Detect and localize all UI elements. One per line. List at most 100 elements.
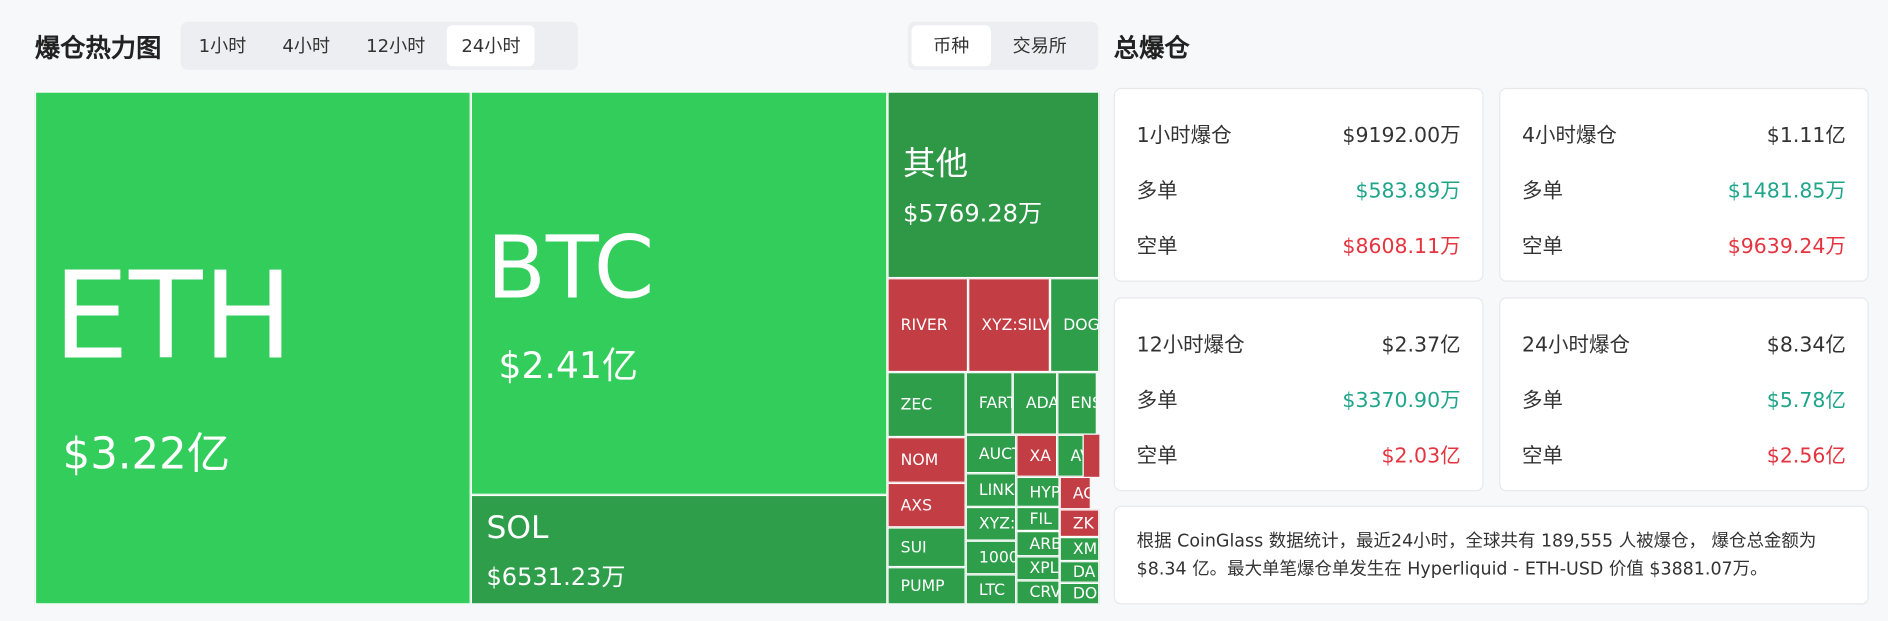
treemap-tile[interactable]: ZEC	[887, 372, 966, 438]
tile-label: 其他	[903, 145, 969, 183]
treemap-tile[interactable]: XPL	[1016, 556, 1060, 581]
treemap-tile[interactable]: XM	[1059, 537, 1100, 562]
tile-label: XYZ:SILV	[981, 316, 1050, 335]
card-row: 24小时爆仓 $8.34亿	[1522, 328, 1846, 358]
treemap-tile[interactable]: FIL	[1016, 506, 1060, 532]
treemap-tile[interactable]: AC	[1059, 476, 1091, 510]
tile-label: XYZ:	[978, 515, 1016, 534]
group-tab[interactable]: 币种	[911, 25, 991, 67]
row-label: 多单	[1521, 179, 1563, 204]
treemap-tile[interactable]: SOL $6531.23万	[470, 494, 888, 605]
treemap-tile[interactable]: CRV	[1016, 580, 1060, 605]
treemap-tile[interactable]: LINK	[965, 473, 1017, 507]
row-label: 1小时爆仓	[1136, 124, 1232, 149]
tile-label: ZK	[1072, 514, 1094, 534]
row-value: $5.78亿	[1766, 388, 1846, 414]
tile-label: ENS	[1070, 395, 1095, 414]
tile-label: SUI	[900, 539, 927, 558]
row-value: $8.34亿	[1766, 333, 1846, 358]
card-row: 多单 $583.89万	[1137, 173, 1461, 203]
tile-label: AC	[1072, 484, 1090, 503]
treemap-tile[interactable]: SUI	[887, 527, 966, 568]
treemap-tile[interactable]: 1000	[965, 540, 1017, 575]
page-title: 爆仓热力图	[34, 33, 162, 63]
treemap-tile[interactable]: DO	[1059, 582, 1100, 605]
row-value: $9639.24万	[1727, 234, 1846, 259]
treemap-tile[interactable]: ADA	[1012, 372, 1058, 435]
treemap-tile[interactable]: XA	[1016, 434, 1058, 477]
tile-label: LTC	[978, 581, 1006, 600]
row-label: 12小时爆仓	[1136, 333, 1245, 358]
time-tab[interactable]: 24小时	[446, 25, 535, 67]
tile-label: AV	[1070, 447, 1082, 466]
tile-label: 1000	[978, 549, 1017, 568]
row-label: 多单	[1136, 179, 1178, 204]
treemap-tile[interactable]: ARB	[1016, 531, 1060, 557]
summary-card: 12小时爆仓 $2.37亿 多单 $3370.90万 空单 $2.03亿	[1113, 297, 1484, 492]
card-row: 空单 $9639.24万	[1522, 229, 1846, 259]
tile-label: PUMP	[900, 577, 945, 596]
card-row: 空单 $8608.11万	[1137, 229, 1461, 259]
group-tab[interactable]: 交易所	[1012, 34, 1067, 57]
treemap-tile[interactable]: HYP	[1016, 476, 1060, 507]
tile-label: LINK	[978, 481, 1015, 500]
card-row: 空单 $2.56亿	[1522, 438, 1846, 468]
summary-title: 总爆仓	[1113, 33, 1190, 63]
treemap: ETH $3.22亿 BTC $2.41亿 SOL $6531.23万 其他 $5769.28…	[34, 91, 1100, 605]
row-value: $3370.90万	[1342, 388, 1461, 414]
card-row: 多单 $5.78亿	[1522, 383, 1846, 413]
tile-label: DA	[1072, 563, 1096, 582]
row-label: 空单	[1521, 234, 1563, 259]
tile-label: AXS	[900, 496, 933, 515]
summary-card: 4小时爆仓 $1.11亿 多单 $1481.85万空单 $9639.24万	[1499, 87, 1869, 282]
tile-label: DO	[1072, 585, 1098, 604]
tile-label: SOL	[486, 511, 549, 548]
group-tabs: 币种 交易所	[907, 21, 1099, 70]
row-label: 空单	[1521, 444, 1563, 469]
row-label: 多单	[1521, 388, 1563, 414]
tile-label: DOG	[1063, 316, 1100, 335]
tile-label: ARB	[1029, 535, 1060, 554]
time-tab[interactable]: 12小时	[366, 34, 426, 57]
row-value: $9192.00万	[1342, 124, 1461, 149]
tile-label: FART	[978, 395, 1012, 414]
card-row: 4小时爆仓 $1.11亿	[1522, 118, 1846, 148]
tile-label: ADA	[1025, 395, 1058, 414]
treemap-tile[interactable]: ENS	[1057, 372, 1097, 435]
card-row: 1小时爆仓 $9192.00万	[1137, 118, 1461, 148]
tile-label: CRV	[1029, 584, 1060, 603]
treemap-tile[interactable]: 其他 $5769.28万	[887, 91, 1100, 279]
treemap-tile[interactable]: RIVER	[887, 278, 969, 373]
treemap-tile[interactable]: BTC $2.41亿	[470, 91, 888, 495]
row-value: $2.56亿	[1766, 444, 1846, 469]
treemap-tile[interactable]: DA	[1059, 561, 1100, 583]
tile-label: AUCT	[978, 445, 1015, 464]
tile-label: XA	[1029, 447, 1051, 466]
row-label: 4小时爆仓	[1521, 124, 1617, 149]
time-tabs: 1小时 4小时 12小时 24小时	[180, 21, 578, 70]
tile-label: HYP	[1029, 483, 1060, 502]
time-tab[interactable]: 1小时	[198, 34, 247, 57]
treemap-tile[interactable]: AUCT	[965, 434, 1017, 474]
summary-card: 24小时爆仓 $8.34亿多单 $5.78亿空单 $2.56亿	[1499, 297, 1869, 492]
card-row: 多单 $1481.85万	[1522, 173, 1846, 203]
tile-value: $6531.23万	[486, 562, 626, 592]
treemap-tile[interactable]: AXS	[887, 482, 966, 528]
tile-label: NOM	[900, 451, 939, 470]
treemap-tile[interactable]: XYZ:SILV	[968, 278, 1050, 373]
tile-label: XM	[1072, 540, 1098, 559]
tile-value: $5769.28万	[903, 198, 1043, 228]
treemap-tile[interactable]: AV	[1057, 434, 1084, 477]
treemap-tile[interactable]: ETH $3.22亿	[34, 91, 471, 605]
treemap-tile[interactable]: PUMP	[887, 567, 966, 605]
tile-label: ETH	[52, 245, 294, 387]
tile-filler	[1083, 434, 1100, 477]
treemap-tile[interactable]: XYZ:	[965, 506, 1017, 541]
time-tab[interactable]: 4小时	[282, 34, 331, 57]
treemap-tile[interactable]: NOM	[887, 437, 966, 483]
treemap-tile[interactable]: FART	[965, 372, 1013, 435]
treemap-tile[interactable]: LTC	[965, 574, 1017, 605]
treemap-tile[interactable]: ZK	[1059, 509, 1100, 538]
treemap-tile[interactable]: DOG	[1049, 278, 1100, 373]
